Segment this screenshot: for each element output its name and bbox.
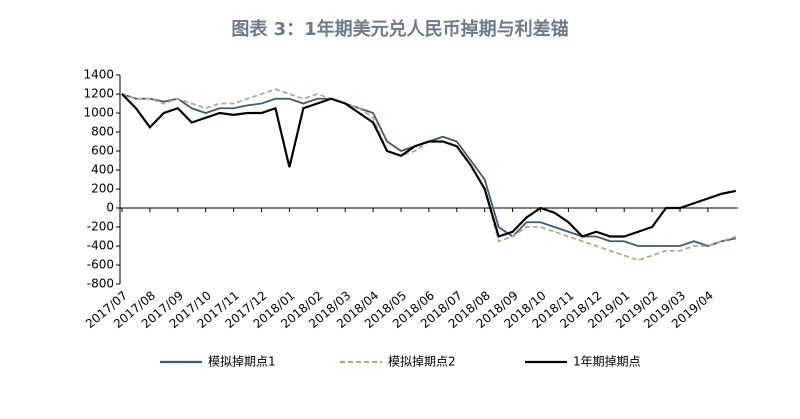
y-tick-label: 1000 <box>83 106 114 120</box>
chart-title: 图表 3：1年期美元兑人民币掉期与利差锚 <box>231 18 568 40</box>
legend-label: 模拟掉期点2 <box>388 355 456 369</box>
y-tick-label: -800 <box>87 277 114 291</box>
y-tick-label: 400 <box>91 163 114 177</box>
y-tick-label: 1200 <box>83 87 114 101</box>
series-line <box>121 93 737 238</box>
legend-label: 模拟掉期点1 <box>208 355 276 369</box>
y-tick-label: -600 <box>87 258 114 272</box>
y-tick-label: 1400 <box>83 68 114 82</box>
y-tick-label: 200 <box>91 182 114 196</box>
legend-label: 1年期掉期点 <box>573 355 641 369</box>
y-tick-label: -400 <box>87 239 114 253</box>
y-tick-label: 800 <box>91 125 114 139</box>
y-tick-label: -200 <box>87 220 114 234</box>
y-tick-label: 0 <box>106 201 114 215</box>
y-tick-label: 600 <box>91 144 114 158</box>
series-line <box>121 93 736 247</box>
